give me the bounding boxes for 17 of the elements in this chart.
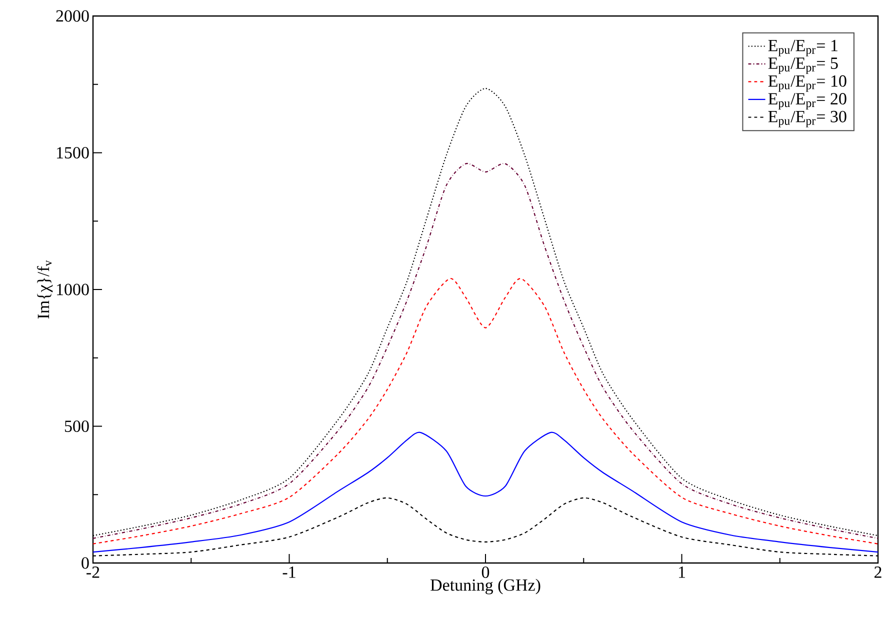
legend-label: E$_{pu}$/E$_{pr}$= 5 bbox=[768, 58, 838, 74]
y-tick-label: 2000 bbox=[56, 10, 89, 22]
x-tick-label: -1 bbox=[282, 566, 296, 578]
y-tick-label: 0 bbox=[82, 557, 89, 569]
y-tick-label: 500 bbox=[64, 420, 89, 432]
y-axis-title: Im{χ}/f$_{v}$ bbox=[37, 260, 53, 319]
x-tick-label: 1 bbox=[679, 566, 685, 578]
legend-label: E$_{pu}$/E$_{pr}$= 1 bbox=[768, 40, 838, 56]
x-tick-label: -2 bbox=[86, 566, 100, 578]
x-tick-label: 2 bbox=[874, 566, 882, 578]
legend-label: E$_{pu}$/E$_{pr}$= 20 bbox=[768, 93, 846, 110]
x-axis-title: Detuning (GHz) bbox=[430, 578, 540, 594]
x-tick-label: 0 bbox=[482, 566, 490, 578]
y-tick-label: 1500 bbox=[56, 147, 89, 158]
legend-label: E$_{pu}$/E$_{pr}$= 30 bbox=[768, 110, 846, 128]
legend-label: E$_{pu}$/E$_{pr}$= 10 bbox=[768, 75, 846, 92]
y-tick-label: 1000 bbox=[56, 284, 89, 296]
